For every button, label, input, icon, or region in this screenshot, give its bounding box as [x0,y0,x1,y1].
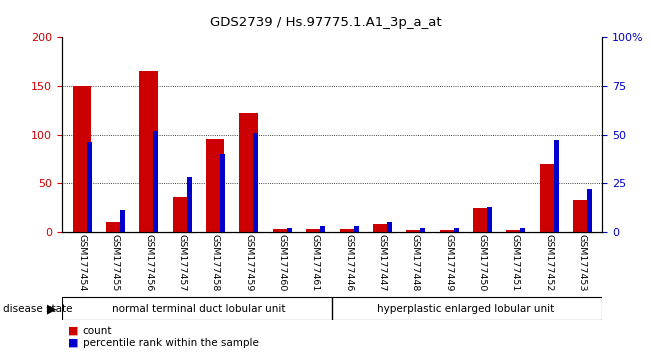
Bar [540,164,558,232]
Text: GSM177459: GSM177459 [244,234,253,291]
Bar [139,71,158,232]
Text: percentile rank within the sample: percentile rank within the sample [83,338,258,348]
Text: GSM177451: GSM177451 [511,234,520,291]
Text: GSM177446: GSM177446 [344,234,353,291]
Text: GDS2739 / Hs.97775.1.A1_3p_a_at: GDS2739 / Hs.97775.1.A1_3p_a_at [210,16,441,29]
Bar [106,222,124,232]
Bar [187,177,192,232]
Bar [506,230,525,232]
Bar [487,207,492,232]
Text: ■: ■ [68,326,79,336]
Bar [421,228,425,232]
Bar [406,230,424,232]
Text: GSM177447: GSM177447 [378,234,387,291]
Bar [273,229,291,232]
Text: GSM177449: GSM177449 [444,234,453,291]
Bar [87,142,92,232]
Bar [520,228,525,232]
Bar [473,207,492,232]
Bar [154,131,158,232]
Bar [387,222,392,232]
Bar [573,200,591,232]
Bar [220,154,225,232]
Text: GSM177461: GSM177461 [311,234,320,291]
Bar [173,197,191,232]
Text: GSM177458: GSM177458 [211,234,220,291]
Text: ■: ■ [68,338,79,348]
Text: normal terminal duct lobular unit: normal terminal duct lobular unit [112,304,285,314]
Text: count: count [83,326,112,336]
Bar [287,228,292,232]
Text: GSM177454: GSM177454 [77,234,87,291]
Bar [206,139,225,232]
Bar [240,113,258,232]
Text: GSM177448: GSM177448 [411,234,420,291]
Bar [587,189,592,232]
Bar [353,226,359,232]
Text: hyperplastic enlarged lobular unit: hyperplastic enlarged lobular unit [377,304,554,314]
Text: disease state: disease state [3,304,73,314]
Bar [454,228,458,232]
Bar [373,224,391,232]
Text: GSM177460: GSM177460 [277,234,286,291]
Bar [306,229,324,232]
Text: GSM177455: GSM177455 [111,234,120,291]
Text: GSM177452: GSM177452 [544,234,553,291]
Bar [439,230,458,232]
Text: GSM177453: GSM177453 [577,234,587,291]
Bar [340,229,358,232]
Bar [553,140,559,232]
Text: GSM177457: GSM177457 [178,234,186,291]
Bar [120,210,125,232]
Text: GSM177456: GSM177456 [144,234,153,291]
Bar [320,226,325,232]
Bar [253,132,258,232]
Text: ▶: ▶ [47,302,57,315]
Bar [73,86,91,232]
Text: GSM177450: GSM177450 [478,234,486,291]
